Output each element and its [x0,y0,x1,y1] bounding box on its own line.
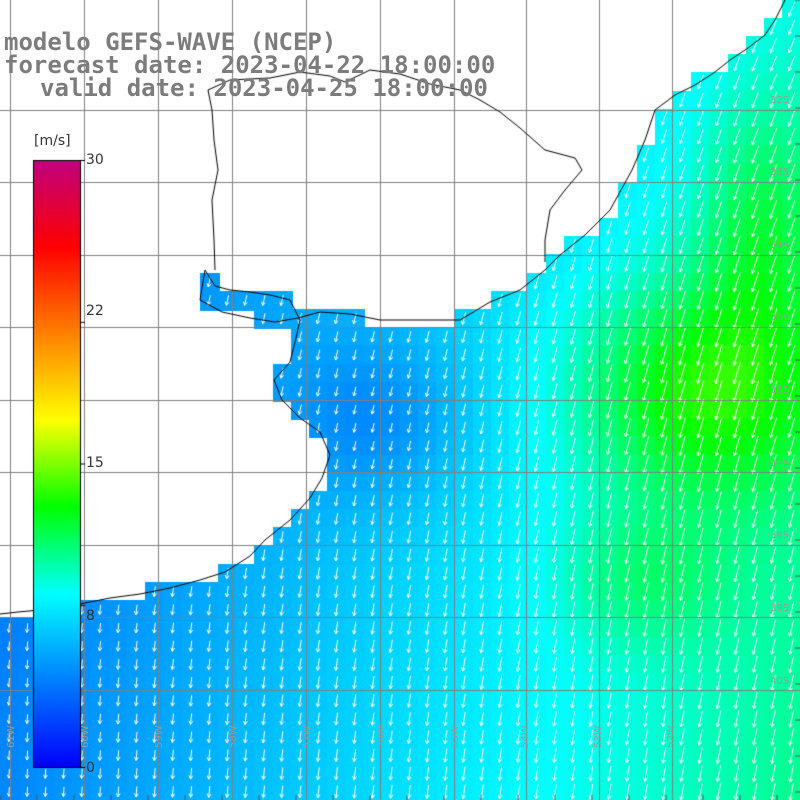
title-forecast-date: forecast date: 2023-04-22 18:00:00 [4,51,496,79]
lon-label: 58W [228,725,239,748]
colorbar-tick: 30 [86,152,104,168]
lon-label: 55W [450,725,461,748]
lat-label: 33S [770,167,790,178]
lat-label: 40S [770,676,790,687]
lat-label: 38S [770,530,790,541]
title-model: modelo GEFS-WAVE (NCEP) [4,28,337,56]
lon-label: 53W [593,725,604,748]
colorbar-tick: 22 [86,303,104,319]
lon-label: 52W [666,725,677,748]
lat-label: 36S [770,385,790,396]
lon-label: 56W [376,725,387,748]
lon-label: 54W [520,725,531,748]
lon-label: 59W [154,725,165,748]
colorbar-tick: 15 [86,455,104,471]
lon-label: 61W [6,725,17,748]
colorbar-tick: 8 [86,608,95,624]
lat-label: 37S [770,458,790,469]
colorbar-tick: 0 [86,760,95,776]
lat-label: 39S [770,603,790,614]
lat-label: 35S [770,312,790,323]
lat-label: 32S [770,95,790,106]
colorbar-unit: [m/s] [34,133,71,149]
title-valid-date: valid date: 2023-04-25 18:00:00 [40,74,488,102]
lon-label: 60W [80,725,91,748]
lon-label: 57W [302,725,313,748]
lat-label: 34S [770,240,790,251]
